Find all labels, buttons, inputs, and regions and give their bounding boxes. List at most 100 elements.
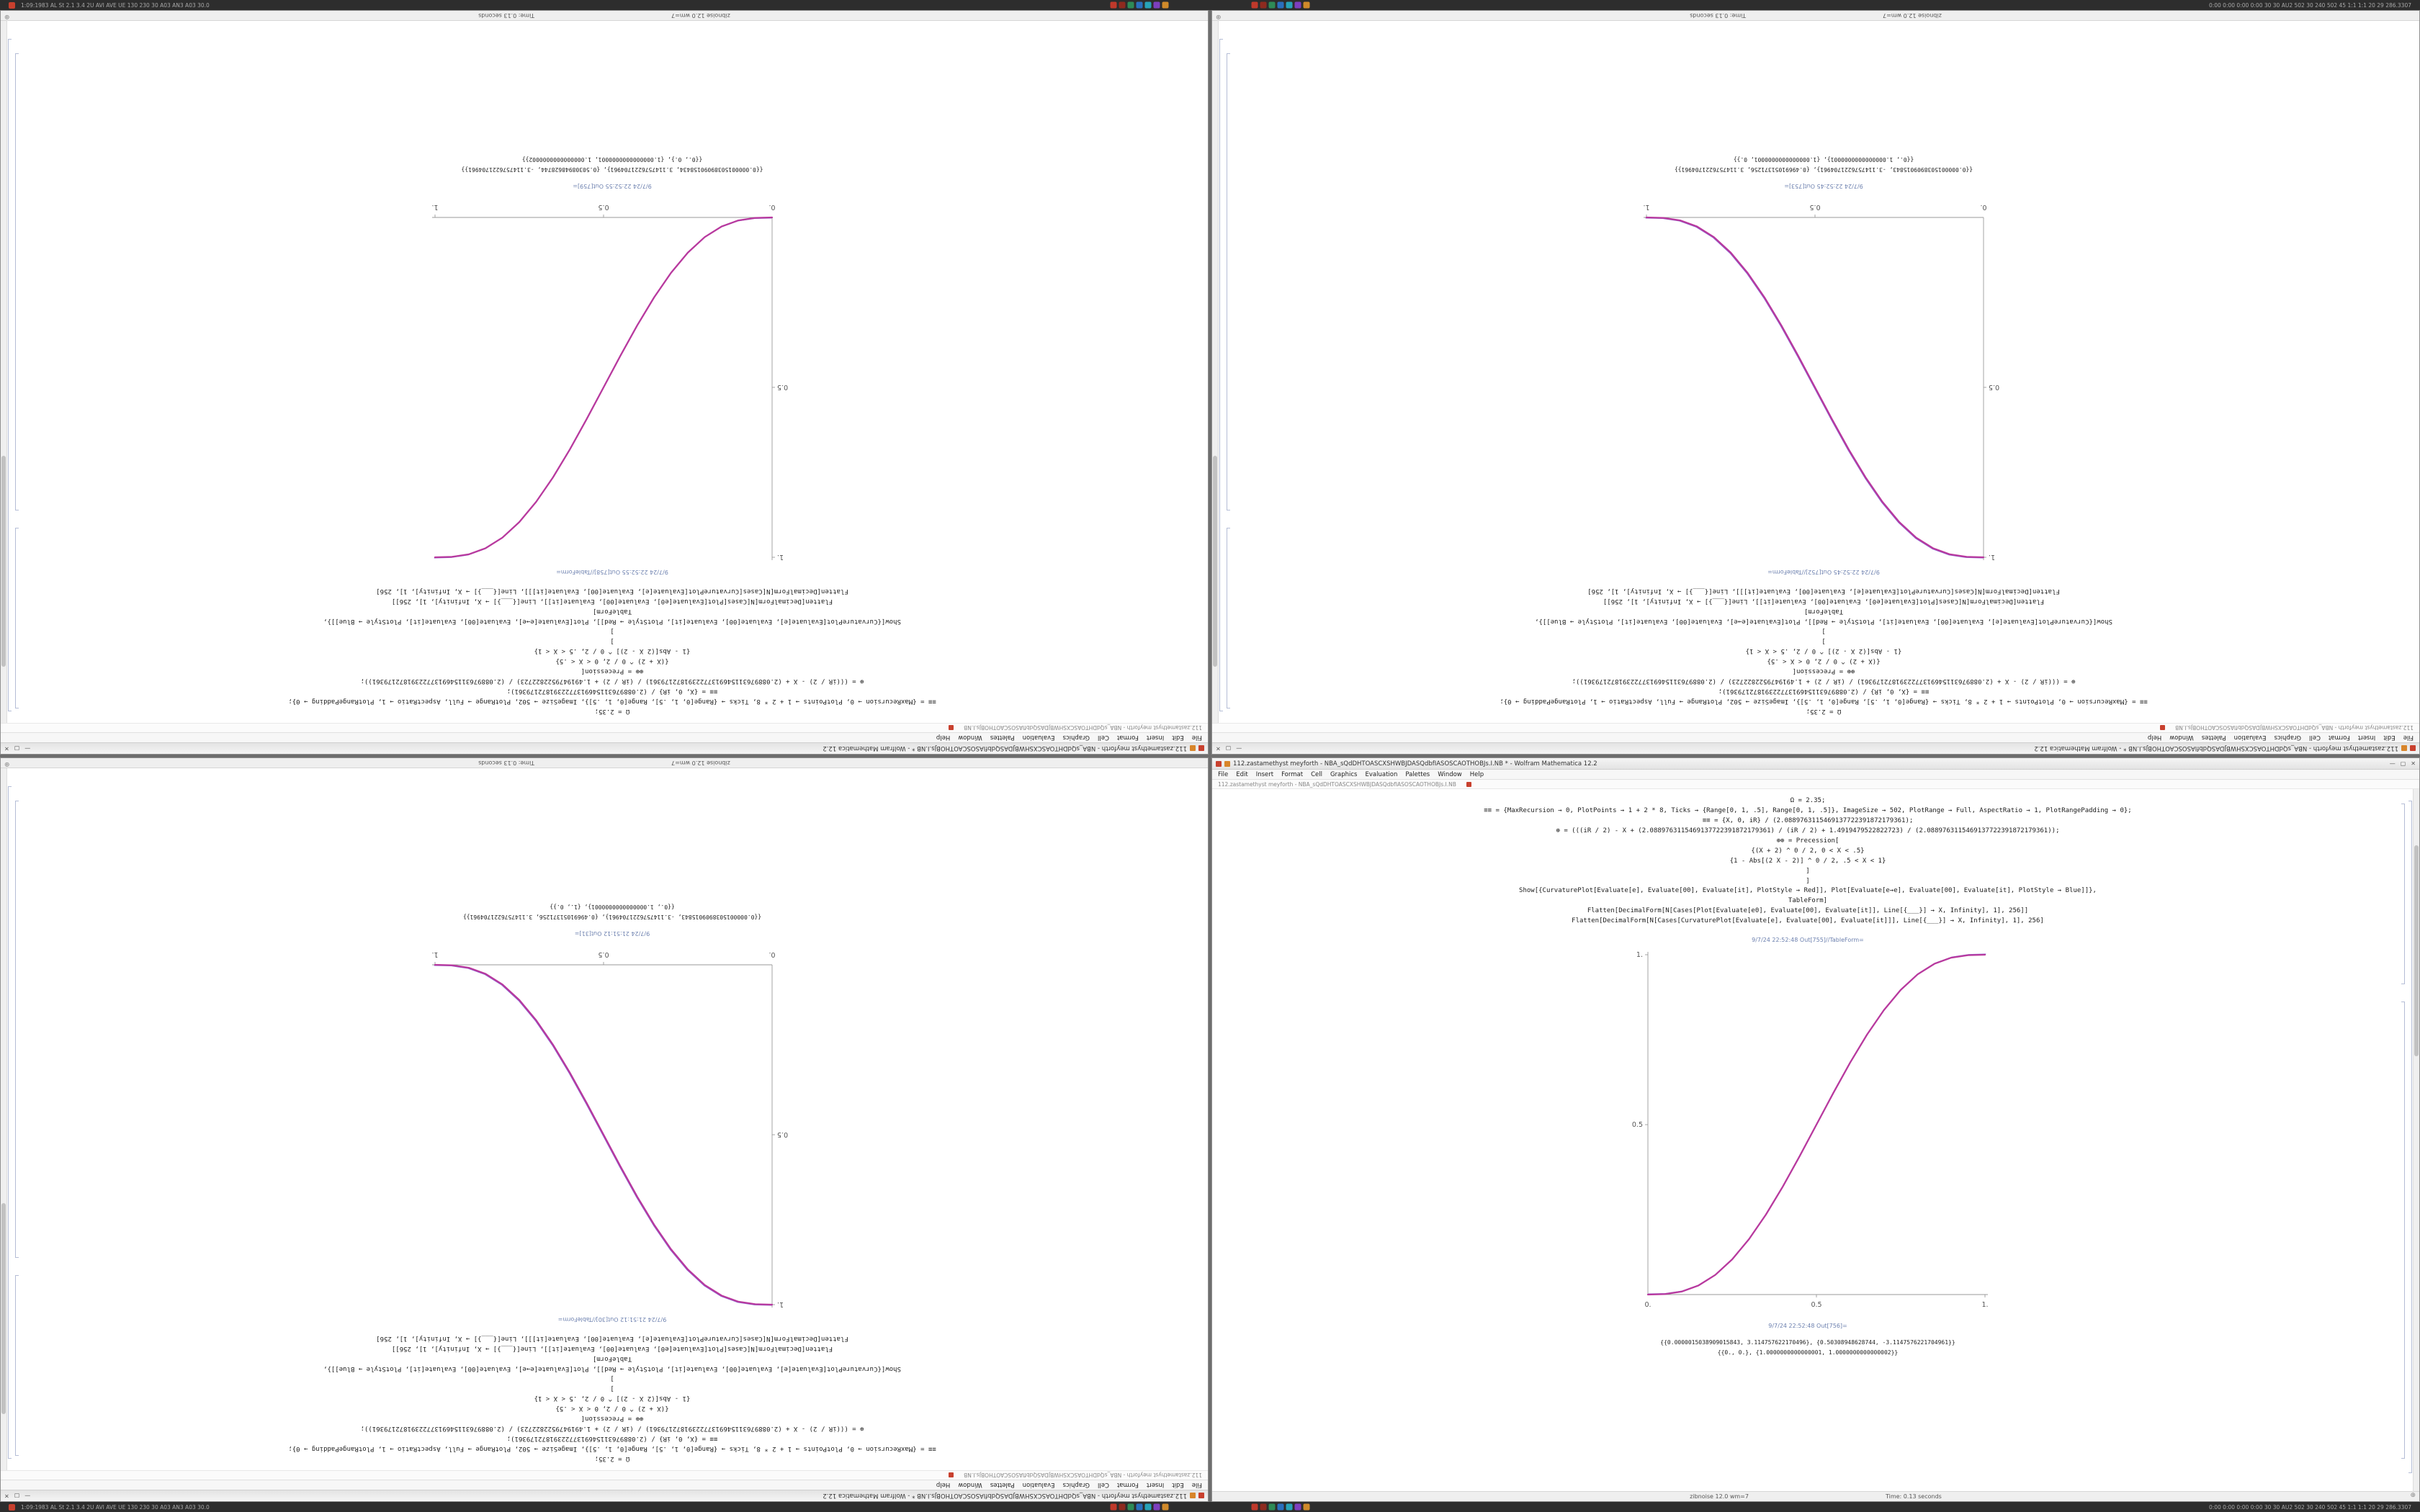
app-icon[interactable] <box>1110 1503 1117 1511</box>
app-icon[interactable] <box>1268 1503 1276 1511</box>
menu-item-window[interactable]: Window <box>2169 734 2194 742</box>
cell-bracket[interactable] <box>15 800 19 1259</box>
plot-output-cell[interactable]: 0. 0.5 1. 0.5 1. <box>431 199 794 563</box>
close-button[interactable]: ✕ <box>4 745 9 752</box>
assistant-circle-icon[interactable]: ⊕ <box>1216 13 1222 20</box>
menu-item-evaluation[interactable]: Evaluation <box>1365 770 1398 778</box>
scrollbar-thumb[interactable] <box>2414 845 2419 1056</box>
menu-item-palettes[interactable]: Palettes <box>2201 734 2226 742</box>
app-icon[interactable] <box>1303 1 1310 9</box>
menu-item-help[interactable]: Help <box>936 734 951 742</box>
menu-item-edit[interactable]: Edit <box>1236 770 1248 778</box>
function-plot[interactable]: 0. 0.5 1. 0.5 1. <box>1626 949 1990 1313</box>
menu-item-format[interactable]: Format <box>1281 770 1304 778</box>
minimize-button[interactable]: — <box>2389 760 2396 767</box>
app-icon[interactable] <box>1251 1503 1258 1511</box>
code-line[interactable]: ] <box>1806 867 1810 875</box>
cell-bracket[interactable] <box>15 1275 19 1456</box>
menu-item-file[interactable]: File <box>1218 770 1229 778</box>
code-line[interactable]: Flatten[DecimalForm[N[Cases[Plot[Evaluat… <box>391 1344 833 1352</box>
code-line[interactable]: Show[{CurvaturePlot[Evaluate[e], Evaluat… <box>1519 887 2097 895</box>
function-plot[interactable]: 0. 0.5 1. 0.5 1. <box>1642 199 2006 563</box>
app-icon[interactable] <box>1153 1503 1160 1511</box>
app-icon[interactable] <box>1162 1 1169 9</box>
taskbar-app-icon[interactable] <box>9 1 15 9</box>
menu-item-palettes[interactable]: Palettes <box>990 1481 1015 1489</box>
vertical-scrollbar[interactable] <box>1 21 7 723</box>
code-line[interactable]: Ω = 2.35; <box>594 1455 630 1462</box>
menu-item-edit[interactable]: Edit <box>2383 734 2396 742</box>
code-line[interactable]: ] <box>1821 637 1826 645</box>
app-icon[interactable] <box>1136 1503 1143 1511</box>
menu-item-edit[interactable]: Edit <box>1172 1481 1184 1489</box>
app-icon[interactable] <box>1127 1503 1134 1511</box>
app-icon[interactable] <box>1144 1 1152 9</box>
function-plot[interactable]: 0. 0.5 1. 0.5 1. <box>431 947 794 1310</box>
minimize-button[interactable]: — <box>24 745 31 752</box>
minimize-button[interactable]: — <box>24 1493 31 1500</box>
close-button[interactable]: ✕ <box>2411 760 2416 767</box>
menu-item-insert[interactable]: Insert <box>1146 1481 1165 1489</box>
cell-bracket[interactable] <box>15 53 19 511</box>
scrollbar-thumb[interactable] <box>1 1203 6 1414</box>
menu-item-file[interactable]: File <box>1191 734 1202 742</box>
menu-item-graphics[interactable]: Graphics <box>1330 770 1358 778</box>
code-line[interactable]: ≡≡ = {X, 0, iR} / (2.0889763115469137722… <box>1718 688 1930 696</box>
app-icon[interactable] <box>1260 1 1267 9</box>
code-line[interactable]: Ω = 2.35; <box>594 708 630 715</box>
app-icon[interactable] <box>1260 1503 1267 1511</box>
maximize-button[interactable]: ▢ <box>14 745 20 752</box>
plot-output-cell[interactable]: 0. 0.5 1. 0.5 1. <box>431 947 794 1310</box>
assistant-circle-icon[interactable]: ⊕ <box>4 13 10 20</box>
app-icon[interactable] <box>1136 1 1143 9</box>
code-line[interactable]: ≡≡ = {X, 0, iR} / (2.0889763115469137722… <box>506 688 718 696</box>
menu-item-format[interactable]: Format <box>1116 1481 1139 1489</box>
cell-bracket[interactable] <box>8 786 12 1459</box>
cell-bracket[interactable] <box>2408 800 2412 1473</box>
menu-item-insert[interactable]: Insert <box>1146 734 1165 742</box>
code-line[interactable]: Show[{CurvaturePlot[Evaluate[e], Evaluat… <box>1535 617 2112 625</box>
app-icon[interactable] <box>1286 1503 1293 1511</box>
window-titlebar[interactable]: 112.zastamethyst meyforth - NBA_sQdDHTOA… <box>1212 758 2419 770</box>
cell-bracket[interactable] <box>2401 804 2405 985</box>
maximize-button[interactable]: ▢ <box>1225 745 1232 752</box>
menu-item-insert[interactable]: Insert <box>1255 770 1274 778</box>
code-line[interactable]: ] <box>1821 627 1826 635</box>
code-line[interactable]: ≡≡ = {MaxRecursion → 0, PlotPoints → 1 +… <box>1500 698 2148 706</box>
menu-item-insert[interactable]: Insert <box>2357 734 2376 742</box>
code-line[interactable]: Flatten[DecimalForm[N[Cases[CurvaturePlo… <box>376 1334 848 1342</box>
assistant-circle-icon[interactable]: ⊕ <box>2410 1492 2416 1499</box>
code-line[interactable]: Show[{CurvaturePlot[Evaluate[e], Evaluat… <box>323 1364 901 1372</box>
code-line[interactable]: ⊕⊕ = Precession[ <box>581 667 644 675</box>
code-line[interactable]: {(X + 2) ^ 0 / 2, 0 < X < .5} <box>555 1405 669 1413</box>
code-line[interactable]: ⊕⊕ = Precession[ <box>581 1415 644 1423</box>
code-line[interactable]: Flatten[DecimalForm[N[Cases[Plot[Evaluat… <box>391 597 833 605</box>
code-line[interactable]: {1 - Abs[(2 X - 2)] ^ 0 / 2, .5 < X < 1} <box>534 1395 691 1403</box>
app-icon[interactable] <box>1294 1503 1301 1511</box>
app-icon[interactable] <box>1277 1 1284 9</box>
app-icon[interactable] <box>1110 1 1117 9</box>
menu-item-evaluation[interactable]: Evaluation <box>1022 1481 1055 1489</box>
code-line[interactable]: {1 - Abs[(2 X - 2)] ^ 0 / 2, .5 < X < 1} <box>534 647 691 655</box>
app-icon[interactable] <box>1286 1 1293 9</box>
code-line[interactable]: ≡≡ = {X, 0, iR} / (2.0889763115469137722… <box>506 1435 718 1443</box>
code-line[interactable]: ⊕ = (((iR / 2) - X + (2.0889763115469137… <box>360 1425 864 1433</box>
app-icon[interactable] <box>1153 1 1160 9</box>
menu-item-format[interactable]: Format <box>1116 734 1139 742</box>
code-line[interactable]: Flatten[DecimalForm[N[Cases[CurvaturePlo… <box>1587 587 2060 595</box>
code-line[interactable]: {1 - Abs[(2 X - 2)] ^ 0 / 2, .5 < X < 1} <box>1745 647 1902 655</box>
menu-item-palettes[interactable]: Palettes <box>990 734 1015 742</box>
window-titlebar[interactable]: 112.zastamethyst meyforth - NBA_sQdDHTOA… <box>1 1490 1208 1501</box>
code-line[interactable]: ] <box>610 1385 614 1392</box>
code-line[interactable]: {1 - Abs[(2 X - 2)] ^ 0 / 2, .5 < X < 1} <box>1729 857 1886 865</box>
code-line[interactable]: ≡≡ = {X, 0, iR} / (2.0889763115469137722… <box>1702 816 1914 824</box>
scrollbar-thumb[interactable] <box>1213 456 1217 667</box>
code-line[interactable]: ] <box>610 1374 614 1382</box>
docked-close-icon[interactable] <box>949 725 954 731</box>
code-line[interactable]: ⊕ = (((iR / 2) - X + (2.0889763115469137… <box>360 678 864 685</box>
menu-item-window[interactable]: Window <box>958 1481 982 1489</box>
docked-close-icon[interactable] <box>2160 725 2166 731</box>
code-line[interactable]: Flatten[DecimalForm[N[Cases[Plot[Evaluat… <box>1603 597 2045 605</box>
menu-item-file[interactable]: File <box>2403 734 2414 742</box>
menu-item-window[interactable]: Window <box>958 734 982 742</box>
